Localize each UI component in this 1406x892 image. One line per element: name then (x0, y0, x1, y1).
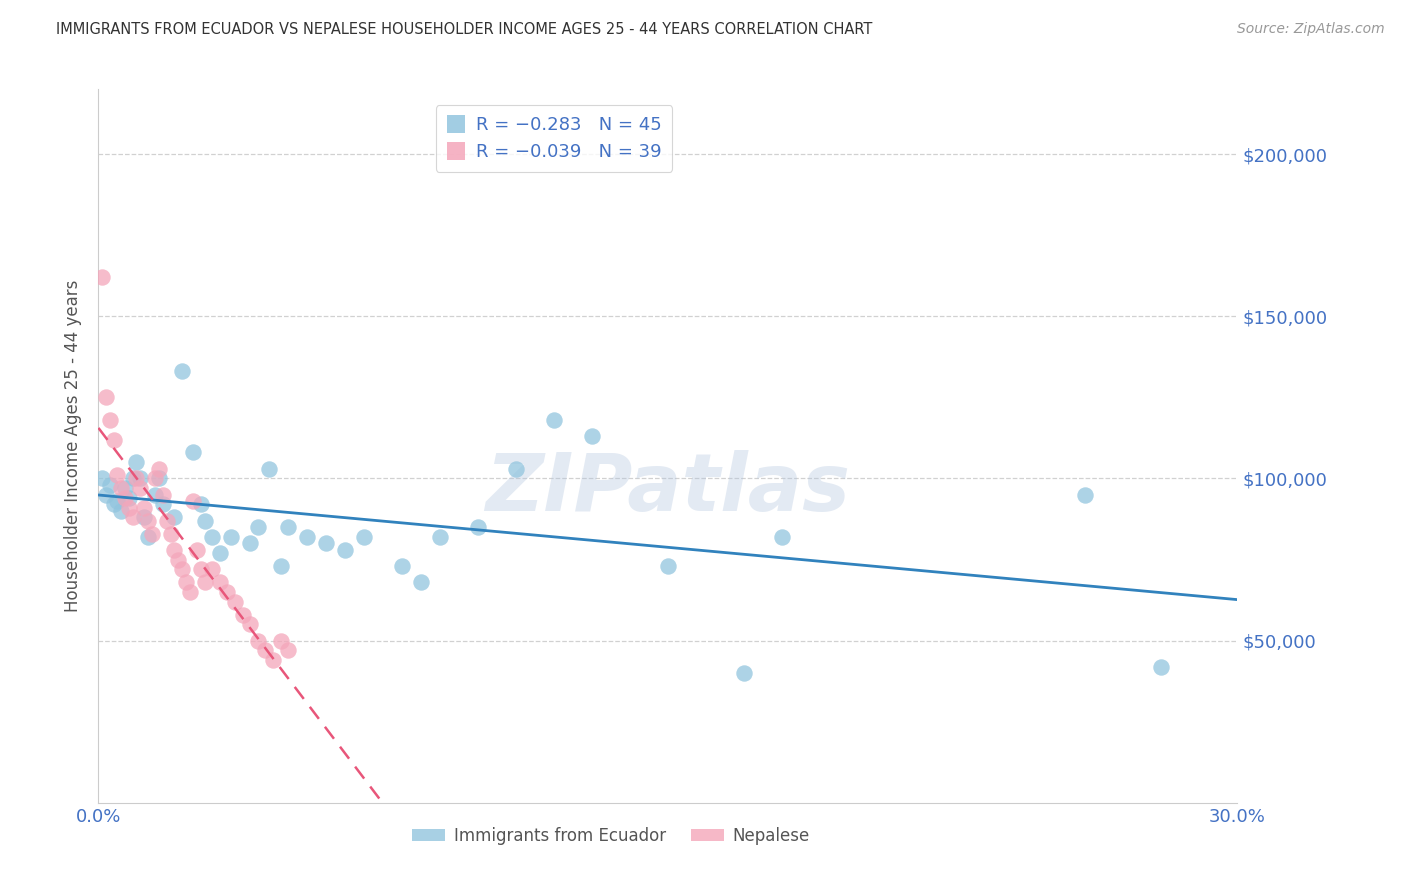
Point (201, 530, 224, 544)
Y-axis label: Householder Income Ages 25 - 44 years: Householder Income Ages 25 - 44 years (65, 280, 83, 612)
Point (190, 497, 212, 511)
Point (770, 530, 793, 544)
Point (733, 666, 755, 681)
Point (121, 471, 143, 485)
Legend: Immigrants from Ecuador, Nepalese: Immigrants from Ecuador, Nepalese (405, 821, 817, 852)
Point (110, 481, 132, 495)
Point (254, 643, 277, 657)
Point (411, 575, 433, 590)
Point (239, 617, 262, 632)
Point (277, 643, 299, 657)
Point (239, 536, 262, 550)
Point (148, 461, 170, 475)
Text: Source: ZipAtlas.com: Source: ZipAtlas.com (1237, 22, 1385, 37)
Point (125, 471, 148, 485)
Point (208, 546, 231, 560)
Point (270, 559, 292, 574)
Point (190, 562, 212, 576)
Point (148, 471, 170, 485)
Point (98, 413, 121, 427)
Point (136, 514, 159, 528)
Point (353, 530, 375, 544)
Point (1150, 659, 1173, 673)
Point (174, 575, 197, 590)
Text: IMMIGRANTS FROM ECUADOR VS NEPALESE HOUSEHOLDER INCOME AGES 25 - 44 YEARS CORREL: IMMIGRANTS FROM ECUADOR VS NEPALESE HOUS… (56, 22, 873, 37)
Point (132, 500, 155, 515)
Point (194, 575, 217, 590)
Point (297, 530, 319, 544)
Point (145, 488, 167, 502)
Point (581, 429, 603, 443)
Point (246, 633, 269, 648)
Point (163, 542, 186, 557)
Point (145, 471, 167, 485)
Point (217, 585, 239, 599)
Point (170, 562, 193, 576)
Point (259, 461, 281, 475)
Point (156, 514, 179, 528)
Point (170, 364, 193, 378)
Point (208, 575, 231, 590)
Point (91, 471, 114, 485)
Point (467, 520, 489, 534)
Point (152, 497, 174, 511)
Point (114, 491, 136, 505)
Point (224, 595, 246, 609)
Point (152, 488, 174, 502)
Point (118, 491, 141, 505)
Point (505, 461, 527, 475)
Point (91, 270, 114, 285)
Point (159, 526, 181, 541)
Point (543, 413, 565, 427)
Point (107, 494, 129, 508)
Point (186, 542, 208, 557)
Point (270, 633, 292, 648)
Point (107, 468, 129, 483)
Point (232, 607, 254, 622)
Point (262, 653, 284, 667)
Point (110, 504, 132, 518)
Point (179, 585, 201, 599)
Point (94, 390, 117, 404)
Point (94, 488, 117, 502)
Point (103, 433, 125, 447)
Point (335, 542, 357, 557)
Point (121, 510, 143, 524)
Point (183, 445, 205, 459)
Point (118, 500, 141, 515)
Point (132, 510, 155, 524)
Point (136, 530, 159, 544)
Point (103, 497, 125, 511)
Point (657, 559, 679, 574)
Point (163, 510, 186, 524)
Point (277, 520, 299, 534)
Point (125, 455, 148, 469)
Point (141, 526, 163, 541)
Point (98, 478, 121, 492)
Point (167, 552, 190, 566)
Point (391, 559, 413, 574)
Point (129, 471, 152, 485)
Point (1074, 488, 1097, 502)
Point (221, 530, 243, 544)
Point (194, 514, 217, 528)
Point (129, 481, 152, 495)
Point (246, 520, 269, 534)
Point (315, 536, 337, 550)
Point (429, 530, 451, 544)
Point (114, 481, 136, 495)
Text: ZIPatlas: ZIPatlas (485, 450, 851, 528)
Point (183, 494, 205, 508)
Point (201, 562, 224, 576)
